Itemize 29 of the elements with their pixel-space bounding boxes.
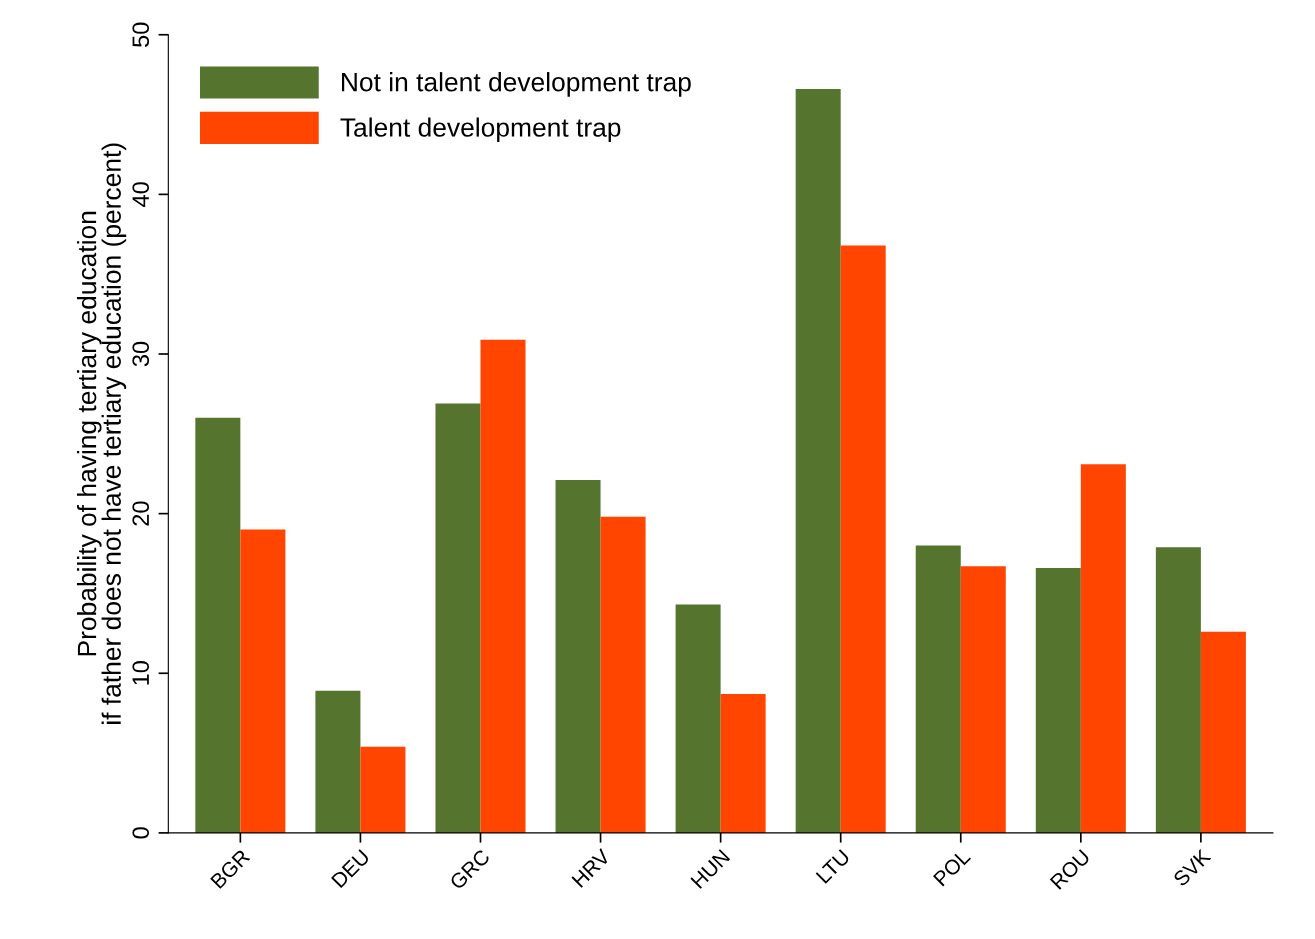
bar bbox=[555, 480, 601, 833]
x-tick-label: POL bbox=[932, 848, 972, 887]
bar bbox=[600, 516, 646, 833]
bar bbox=[915, 545, 961, 833]
y-tick-label: 0 bbox=[132, 827, 150, 839]
bar bbox=[795, 89, 841, 833]
bar bbox=[675, 604, 721, 833]
y-tick-label: 20 bbox=[132, 501, 150, 526]
bar bbox=[1035, 567, 1081, 833]
y-tick-label: 50 bbox=[132, 22, 150, 47]
bar bbox=[435, 403, 481, 833]
x-tick-label: LTU bbox=[815, 849, 851, 884]
bar bbox=[1155, 547, 1201, 833]
bar bbox=[840, 245, 886, 833]
bar bbox=[480, 339, 526, 833]
bar bbox=[315, 690, 361, 833]
bar bbox=[1080, 464, 1126, 833]
bar bbox=[195, 417, 241, 833]
bar bbox=[720, 694, 766, 833]
legend-label: Talent development trap bbox=[340, 117, 621, 143]
y-axis-title: Probability of having tertiary education if father does not have tertiary education (percent) bbox=[76, 143, 127, 724]
bar bbox=[960, 566, 1006, 833]
y-tick-label: 10 bbox=[132, 661, 150, 685]
y-tick-label: 30 bbox=[132, 341, 150, 367]
y-tick-label: 40 bbox=[132, 182, 150, 207]
bar bbox=[1200, 631, 1246, 833]
bar bbox=[360, 746, 406, 833]
legend-label: Not in talent development trap bbox=[342, 72, 691, 97]
bar bbox=[240, 529, 286, 833]
